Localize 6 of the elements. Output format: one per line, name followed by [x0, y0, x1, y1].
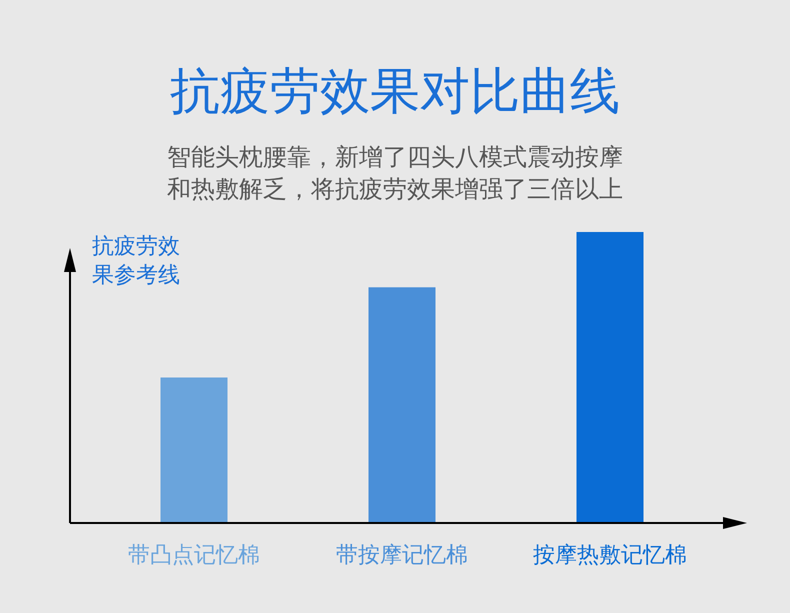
chart-subtitle: 智能头枕腰靠，新增了四头八模式震动按摩和热敷解乏，将抗疲劳效果增强了三倍以上 — [167, 143, 623, 203]
chart-title: 抗疲劳效果对比曲线 — [170, 62, 620, 120]
x-tick-label: 带凸点记忆棉 — [128, 543, 260, 568]
y-axis-title: 抗疲劳效果参考线 — [92, 234, 180, 288]
x-tick-label: 带按摩记忆棉 — [336, 543, 468, 568]
x-tick-label: 按摩热敷记忆棉 — [533, 543, 687, 568]
